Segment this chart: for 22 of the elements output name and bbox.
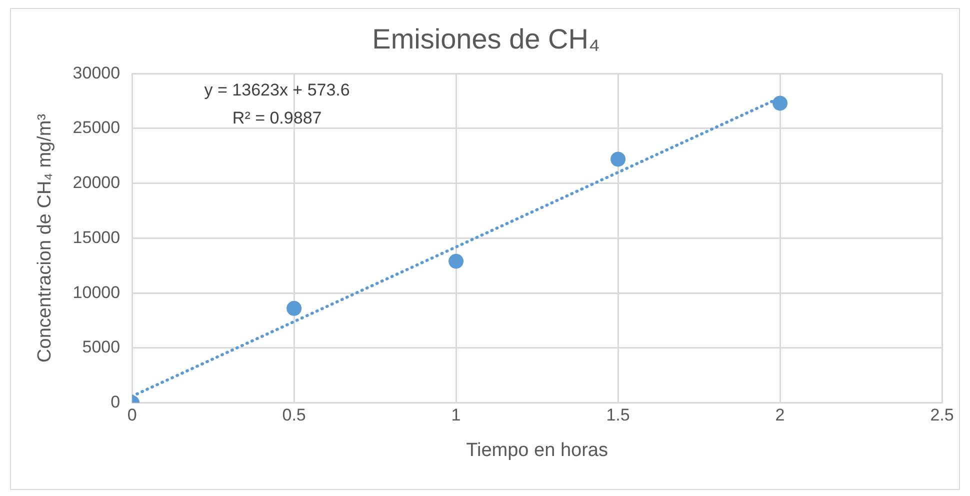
y-tick-label: 30000 [72,63,120,82]
point [610,152,626,167]
y-tick-label: 20000 [72,173,120,192]
annotation: y = 13623x + 573.6 [204,80,350,100]
y-tick-label: 25000 [72,118,120,138]
point [772,96,788,111]
annotation: R² = 0.9887 [232,108,322,128]
y-axis-title: Concentracion de CH₄ mg/m³ [34,114,56,362]
point [448,254,464,269]
point [286,300,302,316]
x-axis-title: Tiempo en horas [466,440,608,461]
chart-title: Emisiones de CH₄ [372,24,600,55]
x-tick-label: 2 [775,406,785,425]
x-tick-label: 2.5 [930,406,954,425]
x-tick-label: 1.5 [606,406,630,425]
x-tick-label: 1 [451,406,461,425]
y-tick-label: 0 [110,392,120,412]
y-tick-label: 15000 [72,228,120,247]
y-tick-label: 5000 [82,338,120,357]
x-tick-label: 0 [127,406,137,425]
y-tick-label: 10000 [72,282,120,302]
x-tick-label: 0.5 [282,406,306,425]
